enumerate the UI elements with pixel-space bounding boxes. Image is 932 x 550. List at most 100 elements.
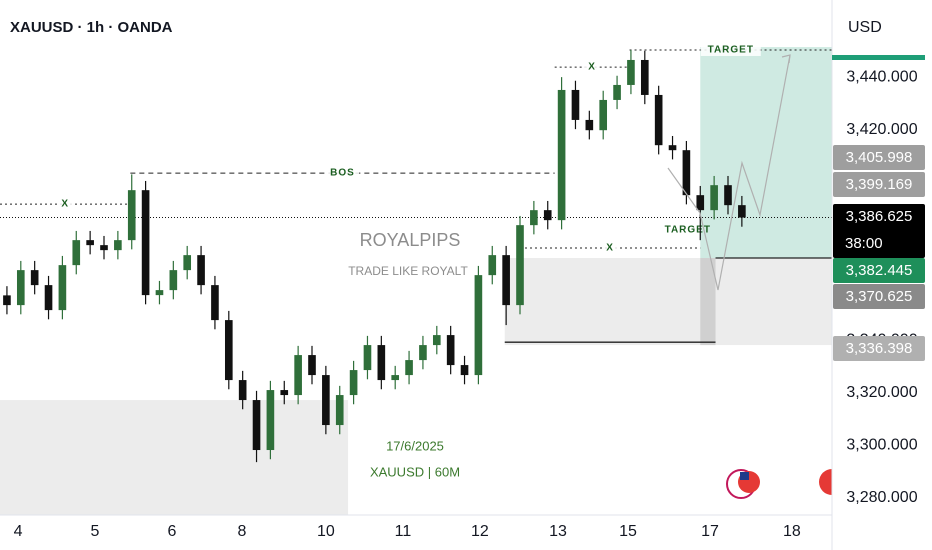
candle-body bbox=[377, 345, 386, 381]
x-tick-label: 4 bbox=[14, 523, 23, 540]
candle-body bbox=[571, 89, 580, 120]
candle-body bbox=[44, 285, 53, 311]
candle-body bbox=[682, 150, 691, 196]
candle-body bbox=[238, 380, 247, 401]
candle-body bbox=[391, 375, 400, 381]
candle-body bbox=[294, 355, 302, 396]
note: XAUUSD | 60M bbox=[370, 464, 460, 479]
candle-body bbox=[72, 240, 81, 266]
candle-body bbox=[710, 185, 718, 211]
candle-body bbox=[557, 89, 566, 221]
label-bg bbox=[700, 43, 761, 56]
candle-body bbox=[654, 94, 663, 146]
projection-path bbox=[667, 54, 791, 291]
candle-body bbox=[197, 255, 205, 286]
annotation: TARGET bbox=[665, 224, 711, 235]
candle-body bbox=[224, 320, 233, 381]
candle-body bbox=[585, 119, 594, 131]
x-tick-label: 11 bbox=[395, 523, 412, 540]
candle-body bbox=[530, 210, 538, 226]
price-label: 3,386.625 bbox=[846, 208, 913, 225]
watermark-subtitle: TRADE LIKE ROYALT bbox=[348, 264, 468, 278]
candle-body bbox=[30, 270, 39, 286]
zone bbox=[504, 258, 832, 346]
x-tick-label: 8 bbox=[238, 523, 247, 540]
candle-body bbox=[724, 185, 732, 206]
x-tick-label: 10 bbox=[317, 523, 335, 540]
candle-body bbox=[363, 345, 372, 371]
candle-body bbox=[58, 265, 67, 311]
countdown: 38:00 bbox=[845, 235, 883, 252]
candle-body bbox=[419, 345, 427, 361]
candle-body bbox=[627, 59, 635, 85]
price-label-box bbox=[833, 145, 925, 170]
zone bbox=[0, 400, 349, 515]
y-tick-label: 3,420.000 bbox=[846, 121, 917, 138]
candle-body bbox=[474, 275, 483, 376]
price-label-box bbox=[833, 258, 925, 283]
candle-body bbox=[349, 370, 358, 396]
candle-body bbox=[446, 335, 455, 366]
x-tick-label: 18 bbox=[783, 523, 801, 540]
x-tick-label: 13 bbox=[549, 523, 567, 540]
candle-body bbox=[599, 99, 608, 131]
plot-area: BOS X X X TARGET TARGET bbox=[0, 43, 832, 515]
x-tick-label: 5 bbox=[91, 523, 100, 540]
candle-body bbox=[280, 390, 289, 396]
candle-body bbox=[668, 145, 677, 151]
price-label-box bbox=[833, 284, 925, 309]
candle-body bbox=[543, 210, 552, 221]
candle-body bbox=[16, 270, 25, 306]
candle-body bbox=[127, 190, 136, 241]
label-bg bbox=[602, 242, 618, 255]
candle-body bbox=[613, 84, 621, 100]
x-tick-label: 17 bbox=[701, 523, 719, 540]
symbol-title: XAUUSD · 1h · OANDA bbox=[10, 19, 173, 36]
price-label-box bbox=[833, 204, 925, 258]
candle-body bbox=[86, 240, 94, 246]
candle-body bbox=[266, 390, 275, 451]
event-icon bbox=[726, 469, 760, 499]
candle-body bbox=[183, 255, 192, 271]
candle-body bbox=[335, 395, 344, 426]
level-label: X bbox=[606, 243, 614, 254]
candle-body bbox=[640, 59, 649, 95]
candle-body bbox=[308, 355, 316, 376]
note: 17/6/2025 bbox=[386, 438, 444, 453]
zone-marker bbox=[832, 55, 925, 60]
y-tick-label: 3,440.000 bbox=[846, 68, 917, 85]
x-tick-label: 12 bbox=[471, 523, 489, 540]
y-tick-label: 3,300.000 bbox=[846, 437, 917, 454]
candle-body bbox=[432, 335, 441, 346]
x-tick-label: 15 bbox=[619, 523, 637, 540]
level-label: TARGET bbox=[708, 45, 754, 56]
candle-body bbox=[696, 195, 705, 211]
candle-body bbox=[211, 285, 219, 321]
price-label-box bbox=[833, 336, 925, 361]
candle-body bbox=[738, 205, 746, 218]
candle-body bbox=[488, 255, 497, 276]
candle-body bbox=[100, 245, 108, 251]
candle-body bbox=[502, 255, 510, 306]
price-label: 3,370.625 bbox=[846, 288, 913, 305]
candle-body bbox=[141, 190, 150, 296]
candle-body bbox=[322, 375, 330, 426]
price-label: 3,405.998 bbox=[846, 149, 913, 166]
price-label-box bbox=[833, 172, 925, 197]
candle-body bbox=[405, 360, 413, 376]
watermark-title: ROYALPIPS bbox=[360, 230, 461, 250]
zone bbox=[700, 47, 832, 259]
projection-arrow bbox=[781, 54, 791, 64]
y-tick-label: 3,280.000 bbox=[846, 489, 917, 506]
y-tick-label: 3,320.000 bbox=[846, 384, 917, 401]
label-bg bbox=[326, 167, 360, 180]
level-label: BOS bbox=[330, 168, 355, 179]
zone bbox=[700, 258, 716, 346]
x-tick-label: 6 bbox=[167, 523, 176, 540]
price-label: 3,382.445 bbox=[846, 262, 913, 279]
level-label: X bbox=[588, 62, 596, 73]
candle-body bbox=[460, 365, 469, 376]
candle-body bbox=[155, 290, 164, 296]
level-label: X bbox=[61, 199, 69, 210]
